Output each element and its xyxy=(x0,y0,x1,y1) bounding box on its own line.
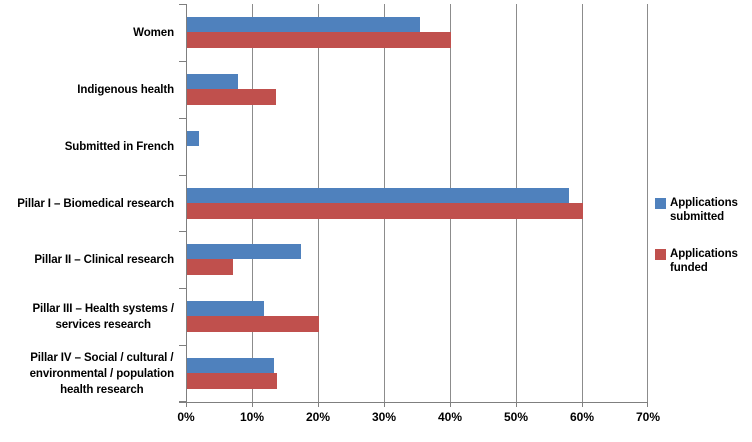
x-axis-tick xyxy=(318,402,319,407)
legend-entry-applications-funded: Applications funded xyxy=(655,247,751,275)
y-axis-tick xyxy=(179,401,186,402)
category-label: Pillar I – Biomedical research xyxy=(0,175,174,232)
category-label: Pillar III – Health systems / services re… xyxy=(0,288,174,345)
bar-applications-funded xyxy=(187,373,277,389)
bar-applications-funded xyxy=(187,89,276,105)
category-label: Pillar II – Clinical research xyxy=(0,231,174,288)
category-label-text: Women xyxy=(133,26,174,39)
category-label: Pillar IV – Social / cultural / environme… xyxy=(0,345,174,402)
legend-label: Applications funded xyxy=(670,248,738,274)
y-axis xyxy=(186,4,187,402)
bar-group-3 xyxy=(186,118,648,175)
bar-applications-submitted xyxy=(187,188,569,203)
category-label-text: Submitted in French xyxy=(64,140,174,153)
y-axis-tick xyxy=(179,61,186,62)
bar-applications-funded xyxy=(187,259,233,275)
category-label-text: Pillar II – Clinical research xyxy=(34,253,174,266)
category-label: Indigenous health xyxy=(0,61,174,118)
y-axis-tick xyxy=(179,288,186,289)
bar-applications-funded xyxy=(187,32,451,48)
plot-area xyxy=(179,4,648,407)
legend-label: Applications submitted xyxy=(670,197,738,223)
gridline xyxy=(647,4,648,402)
x-axis-tick xyxy=(384,402,385,407)
x-tick-label: 10% xyxy=(239,410,265,424)
x-tick-label: 70% xyxy=(635,410,661,424)
x-axis-tick xyxy=(582,402,583,407)
x-axis-tick xyxy=(186,402,187,407)
bar-group-1 xyxy=(186,4,648,61)
x-axis-tick xyxy=(450,402,451,407)
y-axis-tick xyxy=(179,118,186,119)
bar-group-7 xyxy=(186,345,648,402)
x-tick-label: 60% xyxy=(569,410,595,424)
category-label: Submitted in French xyxy=(0,118,174,175)
x-axis-tick xyxy=(647,402,648,407)
legend-entry-applications-submitted: Applications submitted xyxy=(655,196,751,224)
bar-applications-submitted xyxy=(187,358,274,373)
legend-swatch-icon xyxy=(655,198,666,209)
bar-applications-submitted xyxy=(187,131,199,146)
bar-group-6 xyxy=(186,288,648,345)
bar-applications-submitted xyxy=(187,301,264,316)
category-label-text: Pillar I – Biomedical research xyxy=(17,197,174,210)
bar-group-5 xyxy=(186,231,648,288)
x-tick-label: 40% xyxy=(437,410,463,424)
x-tick-label: 50% xyxy=(503,410,529,424)
bar-applications-submitted xyxy=(187,244,301,259)
x-tick-label: 20% xyxy=(305,410,331,424)
legend-swatch-icon xyxy=(655,249,666,260)
category-label-text: Pillar III – Health systems / services re… xyxy=(32,302,174,331)
y-axis-labels: Women Indigenous health Submitted in Frenc… xyxy=(0,4,180,402)
category-label-text: Pillar IV – Social / cultural / environme… xyxy=(29,351,174,396)
bar-applications-funded xyxy=(187,203,583,219)
y-axis-tick xyxy=(179,345,186,346)
y-axis-tick xyxy=(179,231,186,232)
bar-applications-funded xyxy=(187,316,319,332)
category-label-text: Indigenous health xyxy=(77,83,174,96)
x-tick-label: 30% xyxy=(371,410,397,424)
x-tick-label: 0% xyxy=(177,410,195,424)
legend: Applications submitted Applications funded xyxy=(655,196,751,298)
x-axis xyxy=(179,402,648,403)
bar-applications-submitted xyxy=(187,17,420,32)
y-axis-tick xyxy=(179,175,186,176)
x-axis-tick xyxy=(252,402,253,407)
bar-group-4 xyxy=(186,175,648,232)
category-label: Women xyxy=(0,4,174,61)
y-axis-tick xyxy=(179,4,186,5)
x-axis-tick xyxy=(516,402,517,407)
bar-applications-submitted xyxy=(187,74,238,89)
bar-group-2 xyxy=(186,61,648,118)
